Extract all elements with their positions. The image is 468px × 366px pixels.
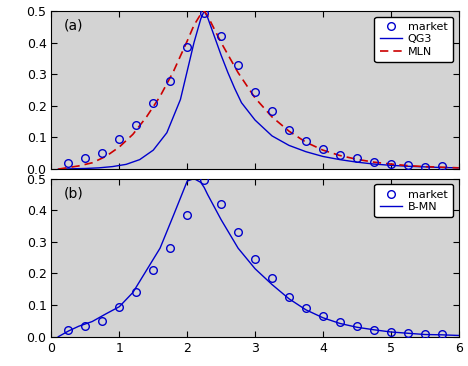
Legend: market, QG3, MLN: market, QG3, MLN [374,16,453,62]
Text: (b): (b) [64,187,83,201]
Legend: market, B-MN: market, B-MN [374,184,453,217]
Text: (a): (a) [64,19,83,33]
